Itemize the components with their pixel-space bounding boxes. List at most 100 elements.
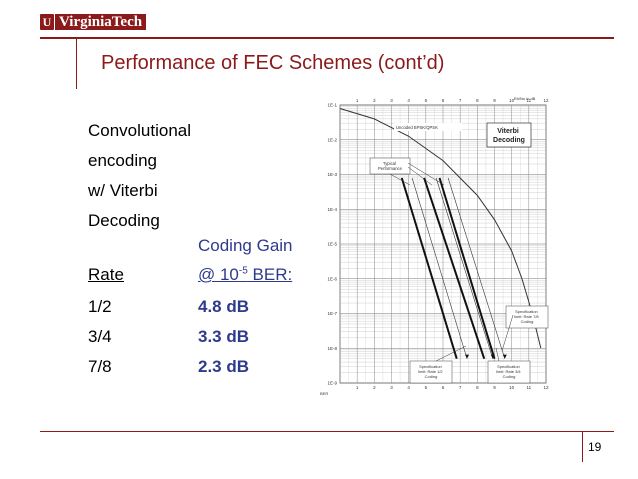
- spec-78-pointer: [501, 314, 514, 352]
- spec-78-line-2: limit: Rate 7/8: [514, 314, 539, 319]
- chart-title-line-2: Decoding: [493, 137, 525, 144]
- ber-suffix: BER:: [247, 265, 293, 284]
- spec-34-line-2: limit: Rate 3/4: [496, 369, 521, 374]
- top-rule: [40, 37, 614, 39]
- description-line-3: w/ Viterbi: [88, 181, 158, 200]
- series-spec-line: [447, 177, 506, 359]
- top-axis-label: Eb/No in dB: [514, 96, 536, 101]
- x-tick-top: 3: [390, 98, 393, 103]
- chart-ticks: 1122334455667788991010111112121E-11E-21E…: [327, 98, 549, 390]
- spec-78-line-3: Coding: [521, 319, 534, 324]
- gain-row-3: 2.3 dB: [198, 357, 250, 376]
- spec-12-line-3: Coding: [425, 374, 438, 379]
- series-arrowhead: [465, 354, 470, 359]
- gain-row-2: 3.3 dB: [198, 327, 250, 346]
- y-tick: 1E-1: [327, 103, 337, 108]
- y-tick: 1E-6: [327, 276, 337, 281]
- typical-pointer-1: [389, 173, 411, 186]
- series-uncoded-line: [339, 108, 542, 349]
- y-tick: 1E-4: [327, 207, 337, 212]
- rate-row-3: 7/8: [88, 357, 112, 376]
- spec-12-line-2: limit: Rate 1/2: [418, 369, 443, 374]
- x-tick-bottom: 3: [390, 385, 393, 390]
- x-tick-top: 12: [543, 98, 549, 103]
- spec-12-pointer: [435, 345, 467, 362]
- spec-78-box: [505, 305, 549, 329]
- typical-label-line-1: Typical: [383, 161, 396, 166]
- y-tick: 1E-2: [327, 137, 337, 142]
- x-tick-top: 4: [407, 98, 410, 103]
- series-typical-line: [423, 177, 486, 359]
- right-vertical-rule: [582, 432, 583, 462]
- x-tick-top: 11: [526, 98, 531, 103]
- x-tick-bottom: 8: [476, 385, 479, 390]
- spec-34-line-1: Specification: [497, 364, 520, 369]
- x-tick-bottom: 9: [493, 385, 496, 390]
- left-vertical-rule: [76, 39, 77, 89]
- ber-exponent: -5: [238, 265, 248, 277]
- typical-pointer-2: [407, 166, 433, 186]
- x-tick-bottom: 4: [407, 385, 410, 390]
- uncoded-label: Uncoded BPSK/QPSK: [396, 125, 438, 130]
- logo-text: VirginiaTech: [55, 14, 147, 30]
- series-typical-line: [400, 177, 458, 359]
- rate-row-2: 3/4: [88, 327, 112, 346]
- x-tick-top: 9: [493, 98, 496, 103]
- typical-pointer-3: [407, 162, 445, 186]
- slide-title: Performance of FEC Schemes (cont’d): [101, 52, 445, 74]
- x-tick-bottom: 6: [442, 385, 445, 390]
- y-tick: 1E-9: [327, 381, 337, 386]
- page-number: 19: [588, 440, 602, 454]
- chart-title-box: [486, 122, 532, 148]
- ber-header: @ 10-5 BER:: [198, 265, 292, 285]
- y-tick: 1E-7: [327, 311, 337, 316]
- description-line-1: Convolutional: [88, 121, 192, 140]
- chart-series: [339, 108, 542, 359]
- series-typical-line: [438, 177, 496, 359]
- spec-78-line-1: Specification: [515, 309, 538, 314]
- description-line-2: encoding: [88, 151, 158, 170]
- x-tick-bottom: 5: [425, 385, 428, 390]
- x-tick-bottom: 1: [356, 385, 359, 390]
- series-spec-line: [435, 177, 494, 359]
- y-axis-label: BER: [320, 391, 328, 396]
- series-spec-line: [411, 177, 468, 359]
- ber-prefix: @ 10: [198, 265, 239, 284]
- description-line-4: Decoding: [88, 211, 160, 230]
- viterbi-ber-chart: 1122334455667788991010111112121E-11E-21E…: [320, 96, 549, 396]
- y-tick: 1E-5: [327, 242, 337, 247]
- spec-12-label: Specification limit: Rate 1/2 Coding: [418, 364, 444, 379]
- spec-34-label: Specification limit: Rate 3/4 Coding: [496, 364, 522, 379]
- logo-mark: U: [40, 14, 54, 30]
- rate-row-1: 1/2: [88, 297, 112, 316]
- y-tick: 1E-8: [327, 346, 337, 351]
- virginia-tech-logo: U VirginiaTech: [40, 13, 147, 31]
- x-tick-top: 6: [442, 98, 445, 103]
- x-tick-top: 8: [476, 98, 479, 103]
- spec-12-line-1: Specification: [419, 364, 442, 369]
- spec-34-box: [487, 360, 531, 384]
- series-arrowhead: [502, 354, 507, 359]
- spec-12-box: [409, 360, 453, 384]
- x-tick-top: 7: [459, 98, 462, 103]
- coding-gain-label: Coding Gain: [198, 236, 293, 255]
- typical-label: Typical Performance: [378, 161, 403, 171]
- x-tick-top: 5: [425, 98, 428, 103]
- spec-78-label: Specification limit: Rate 7/8 Coding: [514, 309, 540, 324]
- typical-label-line-2: Performance: [378, 166, 403, 171]
- gain-row-1: 4.8 dB: [198, 297, 250, 316]
- bottom-rule: [40, 431, 614, 432]
- spec-34-line-3: Coding: [503, 374, 516, 379]
- y-tick: 1E-3: [327, 172, 337, 177]
- chart-title: Viterbi Decoding: [493, 128, 525, 144]
- chart-title-line-1: Viterbi: [497, 128, 519, 135]
- rate-header: Rate: [88, 265, 124, 284]
- series-arrowhead: [490, 354, 495, 359]
- x-tick-bottom: 11: [526, 385, 531, 390]
- x-tick-bottom: 2: [373, 385, 376, 390]
- spec-34-pointer: [495, 347, 500, 362]
- x-tick-top: 1: [356, 98, 359, 103]
- description: Convolutional encoding w/ Viterbi Decodi…: [88, 116, 191, 236]
- x-tick-bottom: 10: [509, 385, 515, 390]
- x-tick-bottom: 7: [459, 385, 462, 390]
